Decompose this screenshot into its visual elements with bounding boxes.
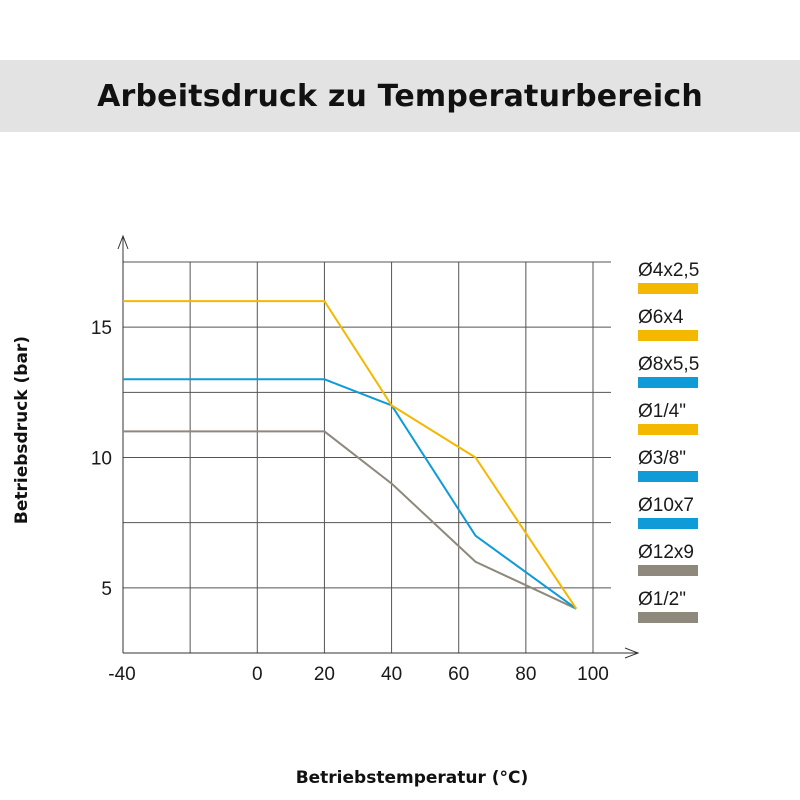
x-axis-arrow	[624, 647, 640, 659]
legend-swatch	[638, 565, 698, 576]
legend-swatch	[638, 612, 698, 623]
chart-title: Arbeitsdruck zu Temperaturbereich	[97, 78, 703, 114]
legend-swatch	[638, 377, 698, 388]
legend-label: Ø10x7	[638, 495, 694, 516]
legend-swatch	[638, 518, 698, 529]
legend-label: Ø1/4"	[638, 401, 686, 422]
x-axis-label: Betriebstemperatur (°C)	[295, 768, 529, 788]
y-axis-label: Betriebsdruck (bar)	[12, 335, 32, 525]
legend-swatch	[638, 471, 698, 482]
legend-label: Ø3/8"	[638, 448, 686, 469]
x-tick-label: 0	[252, 664, 263, 685]
y-tick-label: 10	[91, 449, 112, 470]
legend-swatch	[638, 330, 698, 341]
y-tick-label: 15	[91, 318, 112, 339]
x-tick-label: 40	[381, 664, 402, 685]
legend-label: Ø8x5,5	[638, 354, 699, 375]
series-line-gray	[123, 430, 577, 610]
x-tick-label: -40	[108, 664, 135, 685]
legend-label: Ø12x9	[638, 542, 694, 563]
legend-label: Ø4x2,5	[638, 260, 699, 281]
series-line-blue	[123, 378, 577, 610]
x-tick-label: 100	[577, 664, 609, 685]
series-line-yellow	[123, 300, 578, 610]
x-tick-label: 20	[314, 664, 335, 685]
legend-swatch	[638, 424, 698, 435]
title-bar: Arbeitsdruck zu Temperaturbereich	[0, 60, 800, 132]
legend-swatch	[638, 283, 698, 294]
y-tick-label: 5	[101, 579, 112, 600]
legend-label: Ø6x4	[638, 307, 684, 328]
x-tick-label: 80	[515, 664, 536, 685]
legend-label: Ø1/2"	[638, 589, 686, 610]
x-tick-label: 60	[448, 664, 469, 685]
y-axis-arrow	[117, 234, 129, 250]
